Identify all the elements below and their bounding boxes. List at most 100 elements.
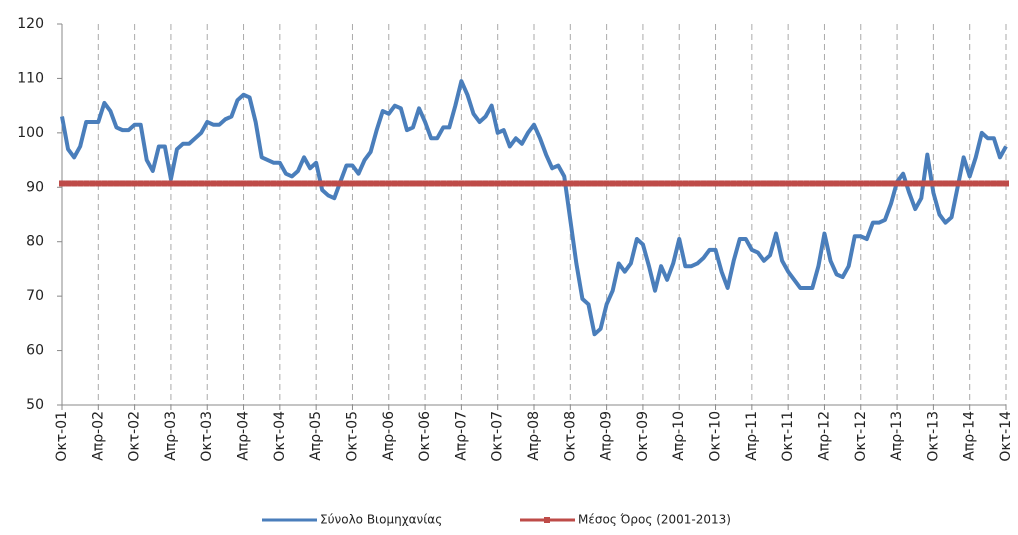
data-point xyxy=(585,180,592,187)
x-tick-label: Οκτ-09 xyxy=(635,411,651,462)
data-point xyxy=(948,180,955,187)
data-point xyxy=(71,180,78,187)
data-point xyxy=(978,180,985,187)
data-point xyxy=(549,180,556,187)
data-point xyxy=(561,180,568,187)
x-tick-label: Απρ-14 xyxy=(962,411,978,461)
data-point xyxy=(966,180,973,187)
data-point xyxy=(603,180,610,187)
data-point xyxy=(827,180,834,187)
x-tick-label: Απρ-12 xyxy=(816,411,832,461)
data-point xyxy=(409,180,416,187)
data-point xyxy=(228,180,235,187)
x-tick-label: Απρ-08 xyxy=(526,411,542,461)
data-point xyxy=(996,180,1003,187)
data-point xyxy=(379,180,386,187)
data-point xyxy=(252,180,259,187)
data-point xyxy=(180,180,187,187)
data-point xyxy=(204,180,211,187)
data-point xyxy=(918,180,925,187)
y-tick-label: 120 xyxy=(17,16,44,32)
x-tick-label: Απρ-10 xyxy=(671,411,687,461)
data-point xyxy=(276,180,283,187)
data-point xyxy=(161,180,168,187)
data-point xyxy=(125,180,132,187)
data-point xyxy=(591,180,598,187)
x-tick-label: Απρ-09 xyxy=(599,411,615,461)
data-point xyxy=(186,180,193,187)
x-tick-label: Οκτ-13 xyxy=(925,411,941,462)
x-tick-label: Οκτ-07 xyxy=(490,411,506,462)
data-point xyxy=(670,180,677,187)
data-point xyxy=(990,180,997,187)
data-point xyxy=(452,180,459,187)
data-point xyxy=(113,180,120,187)
data-point xyxy=(428,180,435,187)
data-point xyxy=(282,180,289,187)
data-point xyxy=(95,180,102,187)
data-point xyxy=(337,180,344,187)
data-point xyxy=(555,180,562,187)
data-point xyxy=(264,180,271,187)
data-point xyxy=(724,180,731,187)
x-tick-label: Οκτ-12 xyxy=(853,411,869,462)
data-point xyxy=(319,180,326,187)
data-point xyxy=(785,180,792,187)
data-point xyxy=(101,180,108,187)
data-point xyxy=(984,180,991,187)
data-point xyxy=(416,180,423,187)
data-point xyxy=(906,180,913,187)
y-tick-label: 50 xyxy=(26,397,44,413)
data-point xyxy=(706,180,713,187)
data-point xyxy=(155,180,162,187)
data-point xyxy=(89,180,96,187)
x-tick-label: Οκτ-06 xyxy=(417,411,433,462)
x-tick-label: Οκτ-02 xyxy=(127,411,143,462)
data-point xyxy=(494,180,501,187)
data-point xyxy=(894,180,901,187)
data-point xyxy=(742,180,749,187)
data-point xyxy=(307,180,314,187)
data-point xyxy=(803,180,810,187)
data-point xyxy=(246,180,253,187)
data-point xyxy=(446,180,453,187)
data-point xyxy=(440,180,447,187)
data-point xyxy=(531,180,537,187)
data-point xyxy=(809,180,816,187)
data-point xyxy=(422,180,429,187)
legend-marker xyxy=(544,517,550,523)
data-point xyxy=(912,180,919,187)
x-tick-label: Οκτ-03 xyxy=(199,411,215,462)
data-point xyxy=(59,180,65,187)
data-point xyxy=(216,180,223,187)
data-point xyxy=(295,180,301,187)
data-point xyxy=(863,180,870,187)
data-point xyxy=(524,180,531,187)
data-point xyxy=(700,180,707,187)
data-point xyxy=(682,180,689,187)
data-point xyxy=(385,180,392,187)
data-point xyxy=(936,180,943,187)
data-point xyxy=(343,180,350,187)
data-point xyxy=(567,180,574,187)
data-point xyxy=(839,180,846,187)
y-tick-label: 100 xyxy=(17,125,44,141)
x-tick-label: Οκτ-08 xyxy=(562,411,578,462)
data-point xyxy=(349,180,356,187)
data-point xyxy=(579,180,586,187)
data-point xyxy=(615,180,622,187)
data-point xyxy=(512,180,519,187)
data-point xyxy=(234,180,241,187)
data-point xyxy=(482,180,489,187)
x-tick-label: Οκτ-04 xyxy=(272,411,288,462)
data-point xyxy=(1003,180,1009,187)
data-point xyxy=(313,180,320,187)
data-point xyxy=(373,180,380,187)
data-point xyxy=(857,180,864,187)
data-point xyxy=(748,180,755,187)
data-point xyxy=(325,180,332,187)
data-point xyxy=(77,180,84,187)
data-point xyxy=(694,180,701,187)
legend-label: Σύνολο Βιομηχανίας xyxy=(320,513,442,527)
